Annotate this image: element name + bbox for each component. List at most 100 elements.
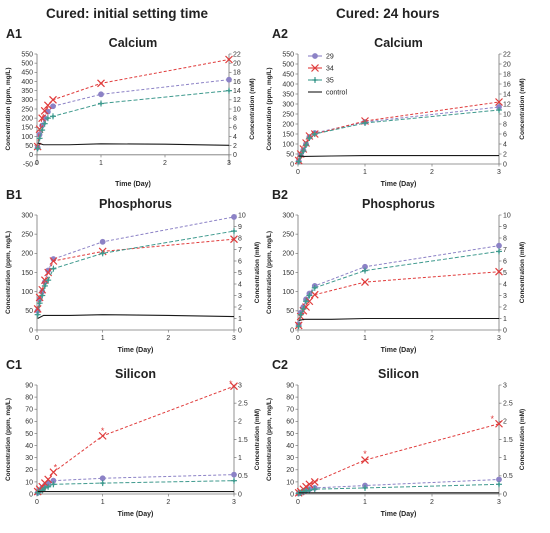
data-point-34 [361, 278, 369, 287]
significance-marker: * [54, 462, 58, 472]
y2-tick-label: 10 [503, 111, 511, 118]
x-tick-label: 3 [232, 335, 236, 342]
data-point-35 [362, 267, 368, 274]
y-tick-label: 70 [25, 407, 33, 414]
data-point-35 [45, 277, 52, 284]
data-point-29 [496, 476, 502, 483]
y-tick-label: 0 [290, 161, 294, 168]
y-tick-label: 250 [282, 232, 294, 239]
data-point-35 [41, 120, 48, 127]
legend-label-control: control [326, 90, 347, 97]
panel-a2: A2Calcium0501001502002503003504004505005… [266, 27, 526, 188]
y2-axis-label: Concentration (mM) [519, 409, 526, 470]
chart-title: Phosphorus [362, 197, 435, 211]
x-tick-label: 1 [101, 499, 105, 506]
panel-c1: C1Silicon010203040506070809000.511.522.5… [5, 358, 261, 518]
data-point-35 [362, 120, 368, 126]
panel-label: B1 [6, 188, 22, 202]
significance-marker: * [491, 414, 495, 424]
series-line-35 [37, 480, 235, 494]
data-point-34 [305, 297, 314, 306]
x-tick-label: 3 [227, 160, 231, 167]
data-point-35 [295, 323, 302, 330]
y-axis-label: Concentration (ppm, mg/L) [266, 231, 273, 314]
y-tick-label: 150 [21, 125, 33, 132]
y2-tick-label: 1 [238, 316, 242, 323]
y-tick-label: 100 [282, 141, 294, 148]
y-tick-label: 50 [286, 308, 294, 315]
y2-tick-label: 2 [503, 304, 507, 311]
data-point-34 [310, 477, 319, 486]
data-point-34 [49, 257, 58, 265]
y2-tick-label: 3 [503, 382, 507, 389]
data-point-35 [50, 265, 57, 272]
x-axis-label: Time (Day) [118, 511, 154, 518]
series-line-34 [37, 59, 230, 147]
y-tick-label: 250 [21, 232, 33, 239]
y2-tick-label: 6 [238, 258, 242, 265]
chart-title: Phosphorus [99, 197, 172, 211]
data-point-34 [44, 475, 53, 484]
x-tick-label: 2 [166, 499, 170, 506]
series-control [298, 155, 499, 157]
y-tick-label: 30 [25, 455, 33, 462]
chart-title: Silicon [115, 367, 156, 381]
y-tick-label: 200 [21, 251, 33, 258]
y2-tick-label: 6 [233, 125, 237, 132]
data-point-35 [99, 250, 106, 257]
series-line-control [37, 314, 235, 319]
data-point-35 [300, 148, 307, 154]
data-point-34 [361, 456, 369, 465]
data-point-35 [306, 292, 313, 299]
x-tick-label: 3 [497, 169, 501, 176]
y-tick-label: 40 [286, 443, 294, 450]
y-tick-label: 150 [21, 270, 33, 277]
y-tick-label: 60 [25, 419, 33, 426]
y-tick-label: 70 [286, 407, 294, 414]
y-tick-label: 450 [21, 70, 33, 77]
data-point-35 [34, 311, 41, 318]
y-axis-label: Concentration (ppm, mg/L) [266, 398, 273, 481]
data-point-35 [496, 107, 502, 113]
y2-tick-label: 8 [238, 235, 242, 242]
data-point-35 [36, 300, 43, 307]
y2-axis-label: Concentration (mM) [254, 409, 261, 470]
series-35 [295, 248, 502, 330]
chart-title: Calcium [374, 36, 423, 50]
header-24-hours: Cured: 24 hours [336, 6, 440, 21]
y2-axis-label: Concentration (mM) [254, 242, 261, 303]
y2-tick-label: 0 [503, 161, 507, 168]
data-point-35 [39, 292, 46, 299]
y2-tick-label: 1.5 [503, 437, 513, 444]
y-tick-label: 0 [29, 327, 33, 334]
x-tick-label: 2 [163, 160, 167, 167]
y2-tick-label: 4 [233, 134, 237, 141]
data-point-35 [231, 477, 237, 484]
series-line-35 [37, 230, 235, 315]
x-tick-label: 0 [296, 499, 300, 506]
y2-tick-label: 14 [233, 88, 241, 95]
data-point-34 [40, 106, 49, 115]
data-point-35 [300, 305, 307, 312]
significance-marker: * [229, 379, 233, 389]
data-point-34 [98, 431, 107, 440]
x-tick-label: 0 [296, 335, 300, 342]
y-tick-label: 0 [29, 152, 33, 159]
y-tick-label: -50 [23, 161, 33, 168]
series-34 [33, 382, 238, 496]
x-tick-label: 0 [35, 160, 39, 167]
y2-tick-label: 10 [233, 106, 241, 113]
data-point-35 [303, 298, 310, 305]
series-line-29 [298, 106, 500, 162]
x-tick-label: 1 [363, 169, 367, 176]
panel-label: C2 [272, 358, 288, 372]
series-line-34 [298, 423, 500, 494]
y2-tick-label: 6 [503, 258, 507, 265]
data-point-35 [306, 135, 313, 141]
y2-tick-label: 3 [503, 293, 507, 300]
y2-tick-label: 9 [238, 224, 242, 231]
data-point-29 [496, 242, 502, 249]
x-tick-label: 2 [166, 335, 170, 342]
panel-label: A1 [6, 27, 22, 41]
y-tick-label: 60 [286, 419, 294, 426]
